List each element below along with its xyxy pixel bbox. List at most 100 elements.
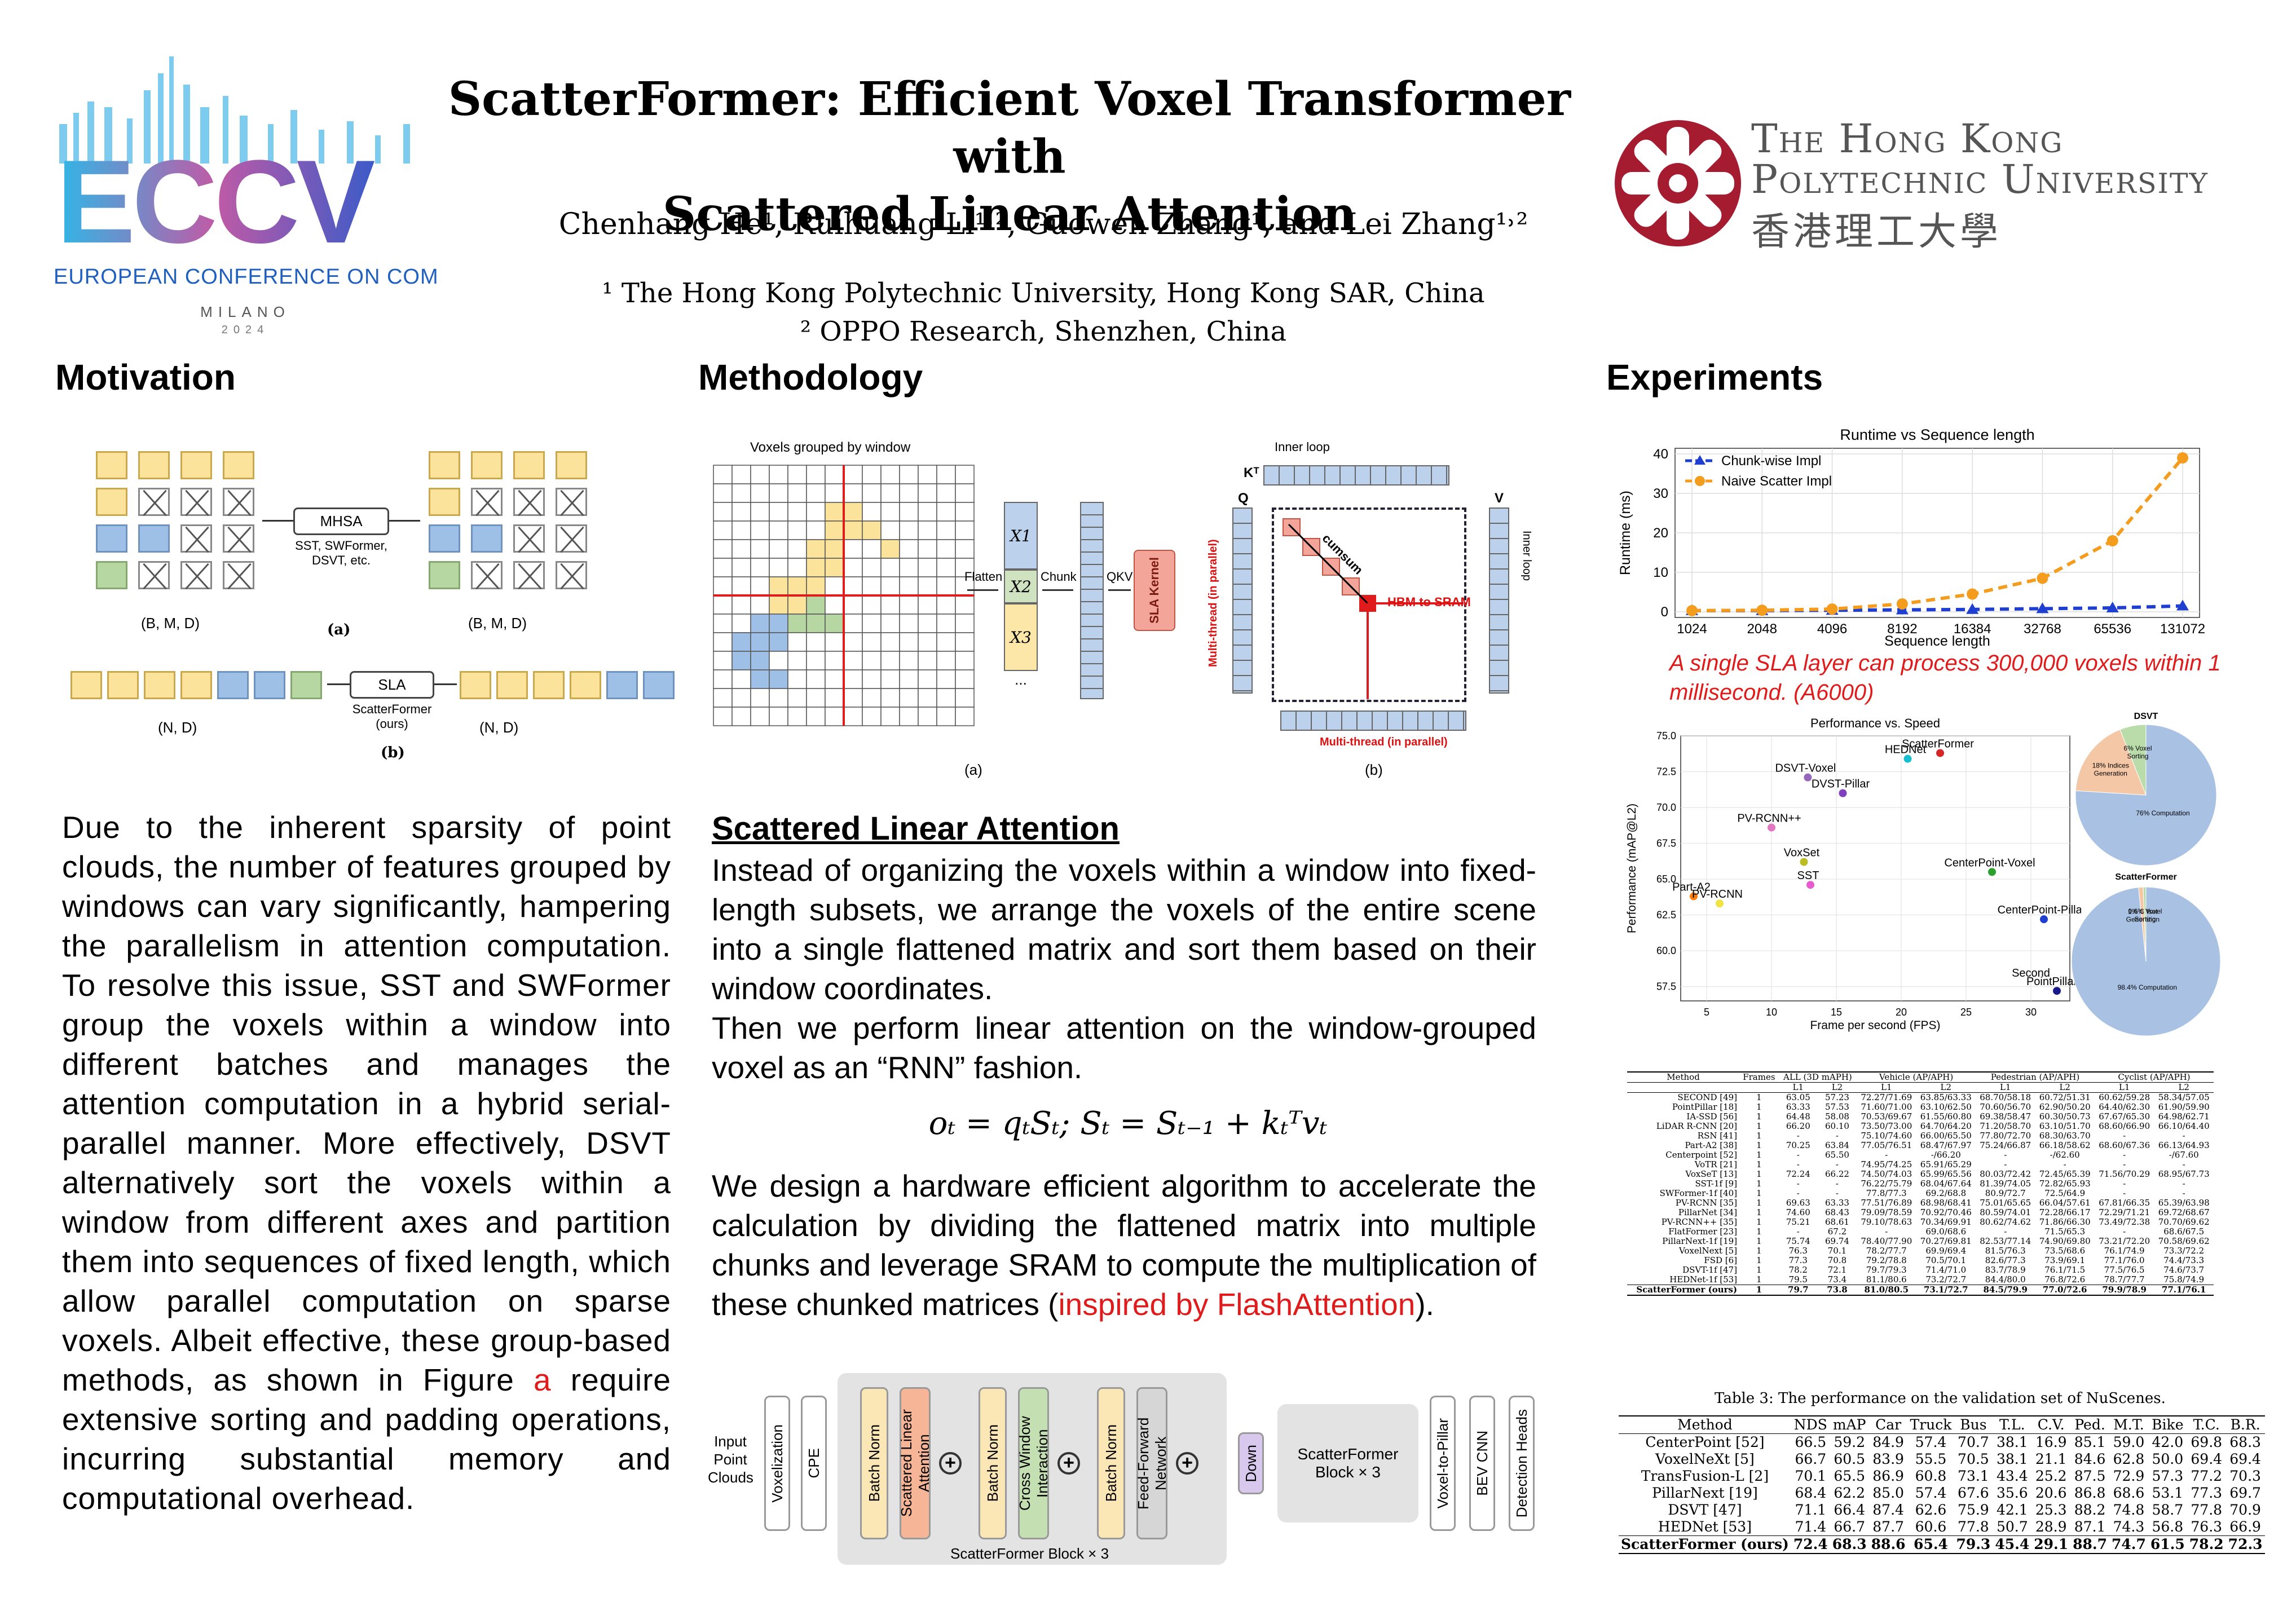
voxel-cell: [713, 651, 733, 670]
voxel-square: [96, 524, 127, 553]
flashattention-ref: inspired by FlashAttention: [1058, 1287, 1416, 1322]
table-cell: 87.4: [1872, 1502, 1904, 1518]
voxel-cell: [899, 669, 919, 689]
table-cell: 80.62/74.62: [1980, 1217, 2031, 1227]
voxel-cell: [955, 576, 975, 596]
table-header-cell: L2: [2154, 1082, 2214, 1093]
table-row: FlatFormer [23] 1 - 67.2 - 69.0/68.6 - 71.5/65.…: [1627, 1227, 2214, 1237]
voxel-cell: [769, 576, 788, 596]
table-cell: 77.3: [1788, 1255, 1808, 1265]
table-cell: 70.8: [1827, 1255, 1847, 1265]
voxel-cell: [955, 520, 975, 540]
figure-ref-link[interactable]: a: [534, 1362, 552, 1397]
voxel-cell: [936, 558, 956, 577]
table-cell: 66.00/65.50: [1920, 1131, 1972, 1141]
table-cell: FlatFormer [23]: [1668, 1226, 1738, 1237]
padding-square: [180, 561, 212, 589]
voxel-cell: [825, 558, 844, 577]
arrow-out-b: [434, 683, 457, 685]
sla-heading: Scattered Linear Attention: [712, 810, 1120, 847]
figure-label-a-meth: (a): [964, 761, 982, 778]
table-cell: 64.40/62.30: [2099, 1102, 2150, 1112]
voxel-cell: [713, 502, 733, 522]
voxel-cell: [750, 558, 770, 577]
runtime-note: A single SLA layer can process 300,000 v…: [1669, 651, 2221, 705]
voxel-cell: [806, 520, 826, 540]
data-point: [2177, 452, 2188, 464]
table-cell: 73.9/69.1: [2044, 1255, 2086, 1265]
table-cell: PillarNext [19]: [1652, 1485, 1758, 1501]
voxel-square: [96, 451, 127, 479]
table-cell: SST-1f [9]: [1695, 1179, 1738, 1189]
table-cell: -: [2123, 1131, 2126, 1141]
table-cell: 62.2: [1834, 1485, 1866, 1501]
v-label: V: [1495, 491, 1504, 506]
voxel-cell: [955, 669, 975, 689]
data-point: [2040, 915, 2048, 924]
table-cell: 63.10/51.70: [2039, 1121, 2091, 1131]
table-cell: 79.5: [1788, 1274, 1808, 1285]
table-cell: 53.1: [2152, 1485, 2184, 1501]
table-cell: 71.4/71.0: [1925, 1265, 1967, 1275]
table-cell: 71.56/70.29: [2099, 1169, 2150, 1179]
voxel-square: [429, 561, 460, 589]
arrow-out-a: [389, 520, 420, 522]
table-cell: 66.18/58.62: [2039, 1140, 2091, 1150]
y-axis-label: Runtime (ms): [1618, 491, 1633, 575]
voxel-cell: [899, 539, 919, 559]
table-cell: 77.0/72.6: [2035, 1285, 2095, 1295]
table-cell: 74.6/73.7: [2163, 1265, 2205, 1275]
table-header-cell: B.R.: [2226, 1416, 2265, 1434]
pie-label: 76% Computation: [2136, 809, 2189, 817]
voxel-cell: [825, 707, 844, 726]
voxel-cell: [787, 502, 807, 522]
data-point: [1967, 588, 1978, 600]
point-label: PV-RCNN++: [1737, 813, 1801, 825]
block-repeat-label: ScatterFormer Block × 3: [950, 1545, 1109, 1562]
voxel-cell: [899, 614, 919, 633]
cwi-label: Cross Window Interaction: [1016, 1416, 1051, 1511]
table-row: RSN [41] 1 - - 75.10/74.60 66.00/65.50 77.80/7…: [1627, 1131, 2214, 1141]
eccv-logo: ECCV EUROPEAN CONFERENCE ON COMPUTER VIS…: [54, 56, 437, 350]
voxel-cell: [918, 632, 937, 652]
table-row: VoxSeT [13] 1 72.24 66.22 74.50/74.03 65.99/6…: [1627, 1170, 2214, 1179]
table-header-row: Method NDS mAP Car Truck Bus T.L. C.V. Ped. M.T. B…: [1619, 1416, 2265, 1434]
table-header-cell: Vehicle (AP/APH): [1857, 1072, 1976, 1083]
voxel-cell: [880, 558, 900, 577]
table-cell: -: [2182, 1188, 2185, 1198]
table-cell: 59.2: [1834, 1434, 1866, 1450]
voxel-cell: [750, 595, 770, 615]
table-cell: 65.39/63.98: [2158, 1198, 2210, 1208]
table-cell: 1: [1756, 1217, 1762, 1227]
table-cell: 87.5: [2074, 1468, 2106, 1484]
voxel-square: [606, 671, 638, 699]
voxel-cell: [769, 651, 788, 670]
point-label: ScatterFormer: [1902, 738, 1974, 750]
table-cell: 84.6: [2074, 1451, 2106, 1467]
table-cell: 20.6: [2035, 1485, 2067, 1501]
pie-label: 0.6% Voxel: [2128, 907, 2162, 915]
table-cell: 87.7: [1872, 1519, 1904, 1535]
table-cell: 62.90/50.20: [2039, 1102, 2091, 1112]
voxel-square: [70, 671, 102, 699]
table-cell: 73.8: [1817, 1285, 1857, 1295]
series-line-1: [1691, 457, 2184, 612]
voxel-cell: [825, 502, 844, 522]
y-tick-label: 65.0: [1656, 873, 1676, 885]
voxel-cell: [899, 558, 919, 577]
voxel-cell: [750, 465, 770, 484]
table-cell: 77.1/76.0: [2104, 1255, 2145, 1265]
table-cell: 58.08: [1825, 1111, 1849, 1122]
data-point: [2053, 987, 2061, 995]
table-cell: -: [2004, 1150, 2007, 1160]
table-cell: 87.1: [2074, 1519, 2106, 1535]
voxel-cell: [769, 502, 788, 522]
voxel-cell: [806, 632, 826, 652]
table-cell: ScatterFormer (ours): [1627, 1285, 1740, 1295]
table-cell: 29.1: [2031, 1535, 2071, 1554]
voxel-cell: [731, 632, 751, 652]
table-cell: 64.48: [1786, 1111, 1810, 1122]
table-cell: 81.5/76.3: [1985, 1246, 2026, 1256]
table-cell: 84.4/80.0: [1985, 1274, 2026, 1285]
table-cell: 88.6: [1868, 1535, 1908, 1554]
